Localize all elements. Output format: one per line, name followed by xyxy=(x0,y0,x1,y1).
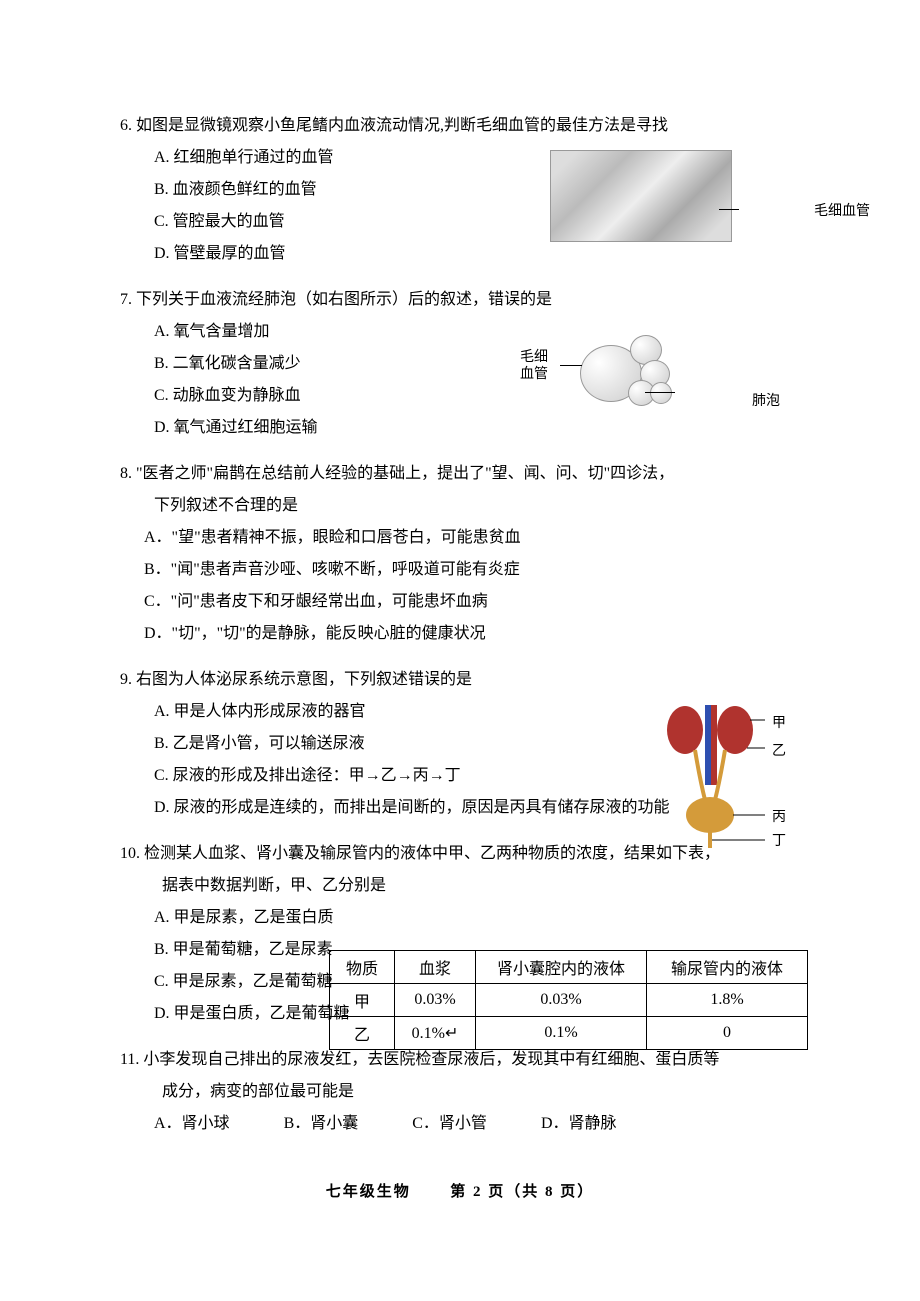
q7-label-alveoli: 肺泡 xyxy=(752,390,780,410)
q11-option-c: C．肾小管 xyxy=(412,1108,487,1140)
q7-figure: 毛细 血管 肺泡 xyxy=(550,330,750,420)
table-row: 乙 0.1%↵ 0.1% 0 xyxy=(330,1017,808,1050)
q11-option-a: A．肾小球 xyxy=(154,1108,230,1140)
urinary-system-icon xyxy=(655,700,765,850)
q8-options: A．"望"患者精神不振，眼睑和口唇苍白，可能患贫血 B．"闻"患者声音沙哑、咳嗽… xyxy=(120,522,800,650)
q7-label-capillary: 毛细 血管 xyxy=(520,350,548,384)
q6-option-d: D. 管壁最厚的血管 xyxy=(154,238,800,270)
leader-line xyxy=(719,209,739,210)
th-capsule: 肾小囊腔内的液体 xyxy=(476,951,647,984)
cell: 1.8% xyxy=(647,984,808,1017)
q8-option-b: B．"闻"患者声音沙哑、咳嗽不断，呼吸道可能有炎症 xyxy=(144,554,800,586)
question-8: 8. "医者之师"扁鹊在总结前人经验的基础上，提出了"望、闻、问、切"四诊法， … xyxy=(120,458,800,650)
q10-stem-2: 据表中数据判断，甲、乙分别是 xyxy=(120,870,800,902)
page-footer: 七年级生物 第 2 页（共 8 页） xyxy=(120,1180,800,1201)
q11-stem-2: 成分，病变的部位最可能是 xyxy=(120,1076,800,1108)
footer-subject: 七年级生物 xyxy=(326,1184,411,1200)
footer-page: 第 2 页（共 8 页） xyxy=(450,1184,594,1200)
cell: 乙 xyxy=(330,1017,395,1050)
cell: 甲 xyxy=(330,984,395,1017)
question-11: 11. 小李发现自己排出的尿液发红，去医院检查尿液后，发现其中有红细胞、蛋白质等… xyxy=(120,1044,800,1140)
q9-label-jia: 甲 xyxy=(772,712,786,732)
q8-option-d: D．"切"，"切"的是静脉，能反映心脏的健康状况 xyxy=(144,618,800,650)
q10-table: 物质 血浆 肾小囊腔内的液体 输尿管内的液体 甲 0.03% 0.03% 1.8… xyxy=(329,950,808,1050)
q11-options: A．肾小球 B．肾小囊 C．肾小管 D．肾静脉 xyxy=(120,1108,800,1140)
th-plasma: 血浆 xyxy=(395,951,476,984)
q8-stem-2: 下列叙述不合理的是 xyxy=(120,490,800,522)
q8-option-c: C．"问"患者皮下和牙龈经常出血，可能患坏血病 xyxy=(144,586,800,618)
table-row: 甲 0.03% 0.03% 1.8% xyxy=(330,984,808,1017)
cell: 0 xyxy=(647,1017,808,1050)
cell: 0.1%↵ xyxy=(395,1017,476,1050)
cell: 0.03% xyxy=(476,984,647,1017)
q11-option-b: B．肾小囊 xyxy=(284,1108,359,1140)
table-header-row: 物质 血浆 肾小囊腔内的液体 输尿管内的液体 xyxy=(330,951,808,984)
cell: 0.03% xyxy=(395,984,476,1017)
alveoli-drawing xyxy=(550,330,700,420)
q11-option-d: D．肾静脉 xyxy=(541,1108,617,1140)
cell: 0.1% xyxy=(476,1017,647,1050)
q9-figure: 甲 乙 丙 丁 xyxy=(640,700,780,855)
q6-figure: 毛细血管 xyxy=(550,150,800,242)
q6-stem: 6. 如图是显微镜观察小鱼尾鳍内血液流动情况,判断毛细血管的最佳方法是寻找 xyxy=(120,110,800,142)
q6-figure-label: 毛细血管 xyxy=(814,200,870,220)
q9-label-yi: 乙 xyxy=(772,740,786,760)
microscope-image xyxy=(550,150,732,242)
q8-stem: 8. "医者之师"扁鹊在总结前人经验的基础上，提出了"望、闻、问、切"四诊法， xyxy=(120,458,800,490)
q8-option-a: A．"望"患者精神不振，眼睑和口唇苍白，可能患贫血 xyxy=(144,522,800,554)
q10-option-a: A. 甲是尿素，乙是蛋白质 xyxy=(154,902,800,934)
q9-label-ding: 丁 xyxy=(772,830,786,850)
th-substance: 物质 xyxy=(330,951,395,984)
q7-stem: 7. 下列关于血液流经肺泡（如右图所示）后的叙述，错误的是 xyxy=(120,284,800,316)
q9-stem: 9. 右图为人体泌尿系统示意图，下列叙述错误的是 xyxy=(120,664,800,696)
q9-label-bing: 丙 xyxy=(772,806,786,826)
th-ureter: 输尿管内的液体 xyxy=(647,951,808,984)
